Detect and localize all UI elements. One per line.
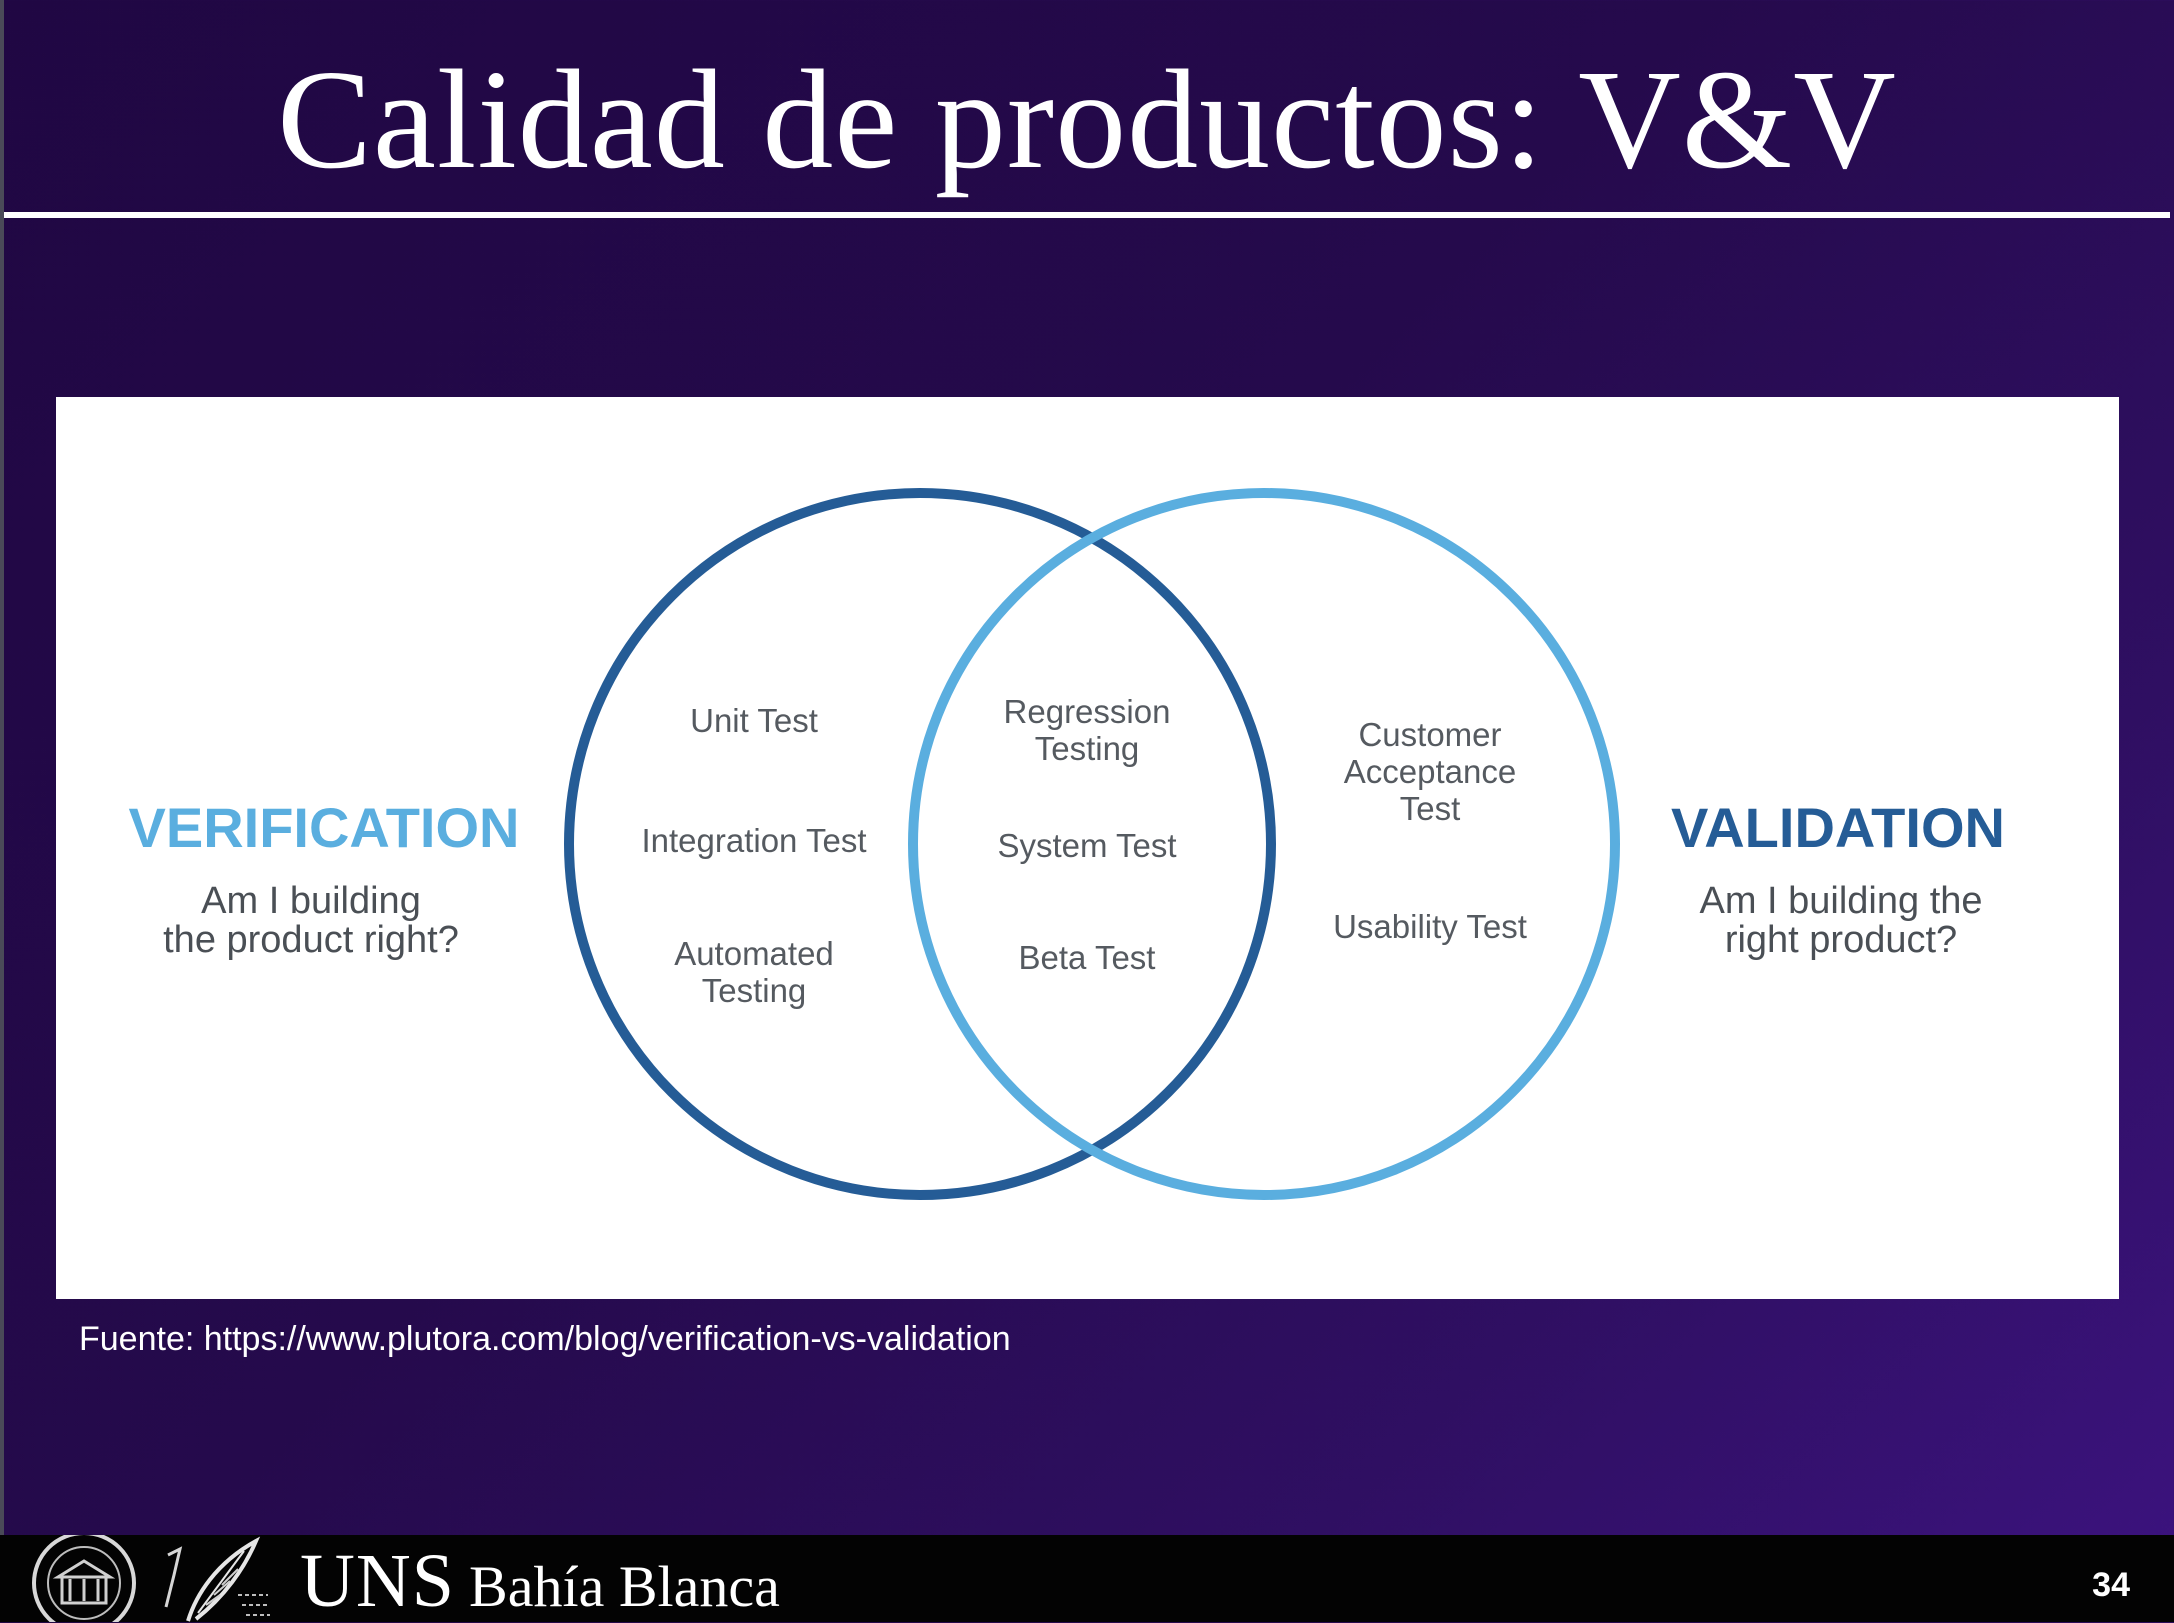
unit-test-label: Unit Test — [690, 702, 818, 739]
verification-question-line2: the product right? — [163, 919, 459, 961]
integration-test-label: Integration Test — [641, 822, 866, 859]
verification-heading: VERIFICATION — [129, 796, 520, 859]
customer-acceptance-line3: Test — [1400, 790, 1461, 827]
uns-brand-wordmark: UNS Bahía Blanca — [300, 1543, 780, 1619]
validation-heading: VALIDATION — [1671, 796, 2005, 859]
validation-question-line1: Am I building the — [1699, 880, 1982, 922]
slide-title: Calidad de productos: V&V — [277, 40, 1897, 198]
title-underline — [4, 212, 2170, 218]
regression-testing-line2: Testing — [1035, 730, 1140, 767]
customer-acceptance-line2: Acceptance — [1344, 753, 1516, 790]
validation-question-line2: right product? — [1725, 919, 1957, 961]
system-test-label: System Test — [997, 827, 1176, 864]
university-seal-logo — [32, 1535, 136, 1622]
beta-test-label: Beta Test — [1019, 939, 1156, 976]
quill-binary-logo — [164, 1536, 270, 1622]
customer-acceptance-line1: Customer — [1358, 716, 1501, 753]
page-number: 34 — [2092, 1566, 2130, 1604]
venn-diagram: VERIFICATION Am I building the product r… — [129, 488, 2005, 1200]
venn-figure-panel: VERIFICATION Am I building the product r… — [56, 397, 2119, 1299]
automated-testing-line2: Testing — [702, 972, 807, 1009]
brand-city: Bahía Blanca — [469, 1554, 780, 1619]
verification-question-line1: Am I building — [201, 880, 421, 922]
verification-circle — [564, 488, 1276, 1200]
validation-circle — [908, 488, 1620, 1200]
brand-name: UNS — [300, 1539, 456, 1623]
regression-testing-line1: Regression — [1004, 693, 1171, 730]
automated-testing-line1: Automated — [674, 935, 834, 972]
usability-test-label: Usability Test — [1333, 908, 1527, 945]
footer-bar — [0, 1535, 2174, 1622]
left-edge-strip — [0, 0, 4, 1622]
source-citation: Fuente: https://www.plutora.com/blog/ver… — [79, 1320, 1011, 1358]
